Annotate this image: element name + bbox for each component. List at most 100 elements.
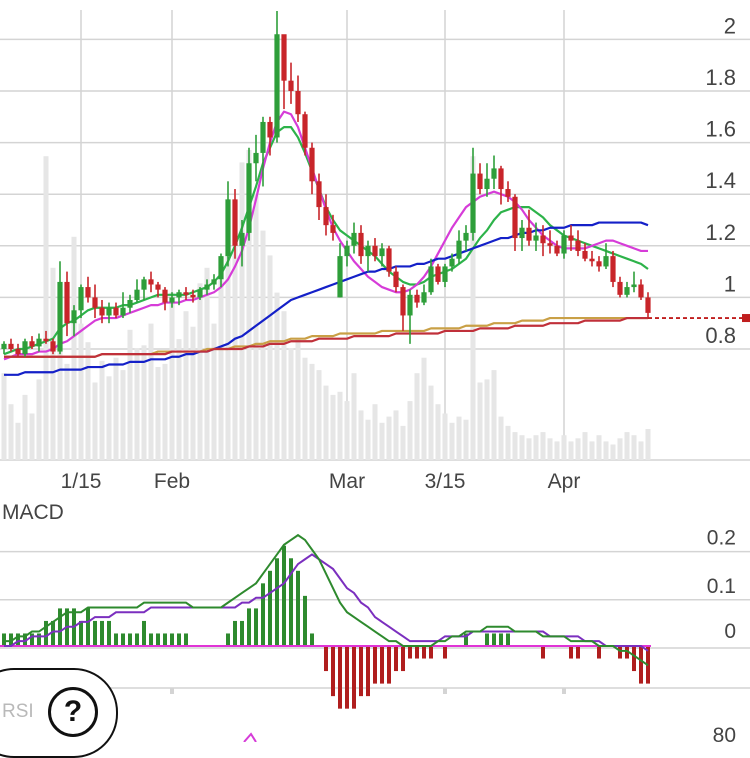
volume-bar [302,357,308,460]
candlestick [400,284,406,331]
candle-body [253,152,259,164]
macd-histogram-bar [30,633,34,646]
macd-histogram-bar [261,583,265,646]
volume-bar [127,329,133,460]
candle-body [148,279,154,285]
candle-body [155,284,161,290]
candle-body [232,199,238,246]
macd-histogram-bar [310,633,314,646]
volume-bar [281,311,287,460]
candle-body [344,245,350,257]
volume-bar [337,391,343,460]
macd-histogram-bar [289,558,293,646]
volume-bar [407,401,413,460]
macd-histogram-bar [443,646,447,659]
volume-bar [274,292,280,460]
moving-average-line-5 [4,316,648,358]
macd-histogram-bar [156,633,160,646]
candlestick [232,189,238,259]
candle-body [386,248,392,272]
macd-histogram-bar [408,646,412,659]
candlestick [421,284,427,306]
candlestick [253,134,259,182]
candlestick [386,245,392,277]
candlestick [169,292,175,308]
candle-body [435,266,441,282]
candle-body [365,245,371,257]
candlestick [505,181,511,202]
volume-bar [148,323,154,460]
candlestick [337,243,343,298]
candlestick [624,281,630,298]
candlestick [484,163,490,197]
volume-bar [498,416,504,460]
macd-histogram-bar [247,608,251,646]
candle-body [127,299,133,308]
candle-body [491,168,497,179]
candlestick [36,333,42,352]
volume-bar [162,363,168,460]
candlestick [274,11,280,143]
candlestick [190,289,196,303]
candle-body [316,181,322,208]
volume-bar [645,429,651,460]
macd-x-tick-mark [562,688,566,694]
volume-bar [211,323,217,460]
volume-bar [64,363,70,460]
volume-bar [99,360,105,460]
candlestick [260,116,266,187]
candlestick [463,225,469,251]
candlestick [197,287,203,300]
candle-body [50,341,56,352]
macd-histogram-bar [16,633,20,646]
macd-histogram-bar [380,646,384,684]
volume-bar [169,292,175,460]
candle-body [526,227,532,241]
macd-histogram-bar [135,633,139,646]
volume-bar [85,342,91,460]
volume-bar [176,339,182,460]
price-y-tick-label: 1 [724,271,736,296]
macd-histogram-bar [506,633,510,646]
candlestick [435,263,441,285]
candle-body [1,343,7,349]
candlestick [442,263,448,288]
volume-bar [57,289,63,460]
candle-body [29,341,35,347]
candle-body [442,266,448,282]
candlestick [302,111,308,156]
candle-body [638,284,644,298]
volume-bar [400,425,406,460]
candle-body [477,173,483,190]
macd-histogram-bar [254,608,258,646]
candlestick [358,225,364,264]
candle-body [582,250,588,259]
candlestick [407,289,413,344]
candle-body [463,232,469,241]
candlestick [428,258,434,295]
volume-bar [449,422,455,460]
candlestick [239,220,245,267]
candlestick [519,220,525,251]
help-button[interactable]: ? [48,687,98,737]
macd-y-tick-label: 0.2 [707,527,736,550]
macd-histogram-bar [93,620,97,646]
macd-histogram-bar [233,620,237,646]
candle-body [645,297,651,313]
macd-histogram-bar [184,633,188,646]
candle-body [288,80,294,91]
candlestick [603,243,609,270]
candlestick [204,279,210,295]
macd-histogram-bar [394,646,398,672]
candlestick [50,338,56,355]
candle-body [414,294,420,303]
volume-bar [267,255,273,460]
volume-bar [218,280,224,460]
volume-bar [232,205,238,460]
rsi-y-tick-label: 80 [713,724,736,742]
candlestick [295,75,301,122]
moving-average-line-3 [4,221,649,376]
macd-signal-line [4,553,649,652]
candle-body [617,281,623,295]
macd-histogram-bar [597,646,601,659]
